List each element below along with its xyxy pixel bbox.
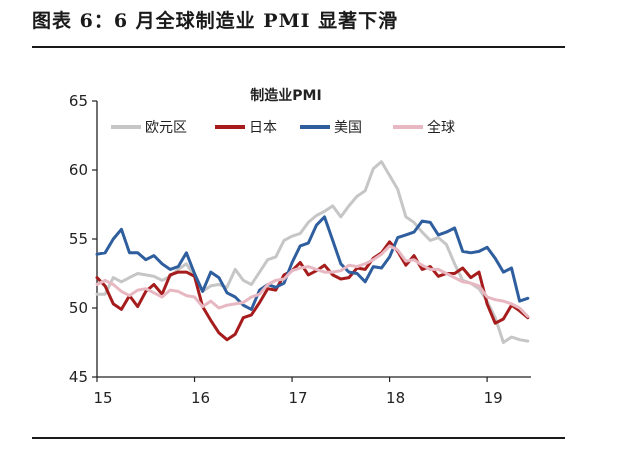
y-tick-label: 55 xyxy=(69,230,88,248)
chart-series xyxy=(95,160,530,344)
x-tick-label: 17 xyxy=(289,389,308,407)
x-tick-label: 19 xyxy=(484,389,503,407)
series-line xyxy=(95,244,530,318)
series-line xyxy=(95,215,530,311)
x-tick-label: 15 xyxy=(93,389,112,407)
legend-label: 美国 xyxy=(334,120,362,136)
y-tick-label: 45 xyxy=(69,368,88,386)
bottom-rule xyxy=(32,437,565,439)
legend-label: 全球 xyxy=(427,119,455,136)
x-tick-label: 18 xyxy=(386,389,405,407)
y-tick-label: 50 xyxy=(69,299,88,317)
x-tick-label: 16 xyxy=(191,389,210,407)
chart-title: 制造业PMI xyxy=(250,87,321,104)
series-line xyxy=(95,240,530,342)
legend-label: 欧元区 xyxy=(145,120,187,136)
figure-title: 图表 6：6 月全球制造业 PMI 显著下滑 xyxy=(32,10,399,32)
legend-label: 日本 xyxy=(249,120,277,136)
y-tick-label: 60 xyxy=(69,161,88,179)
y-tick-label: 65 xyxy=(69,92,88,110)
top-rule xyxy=(32,46,565,48)
chart-axes: 45 50 55 60 65 15 16 17 18 19 xyxy=(69,92,531,407)
chart-legend: 欧元区 日本 美国 全球 xyxy=(111,119,455,136)
